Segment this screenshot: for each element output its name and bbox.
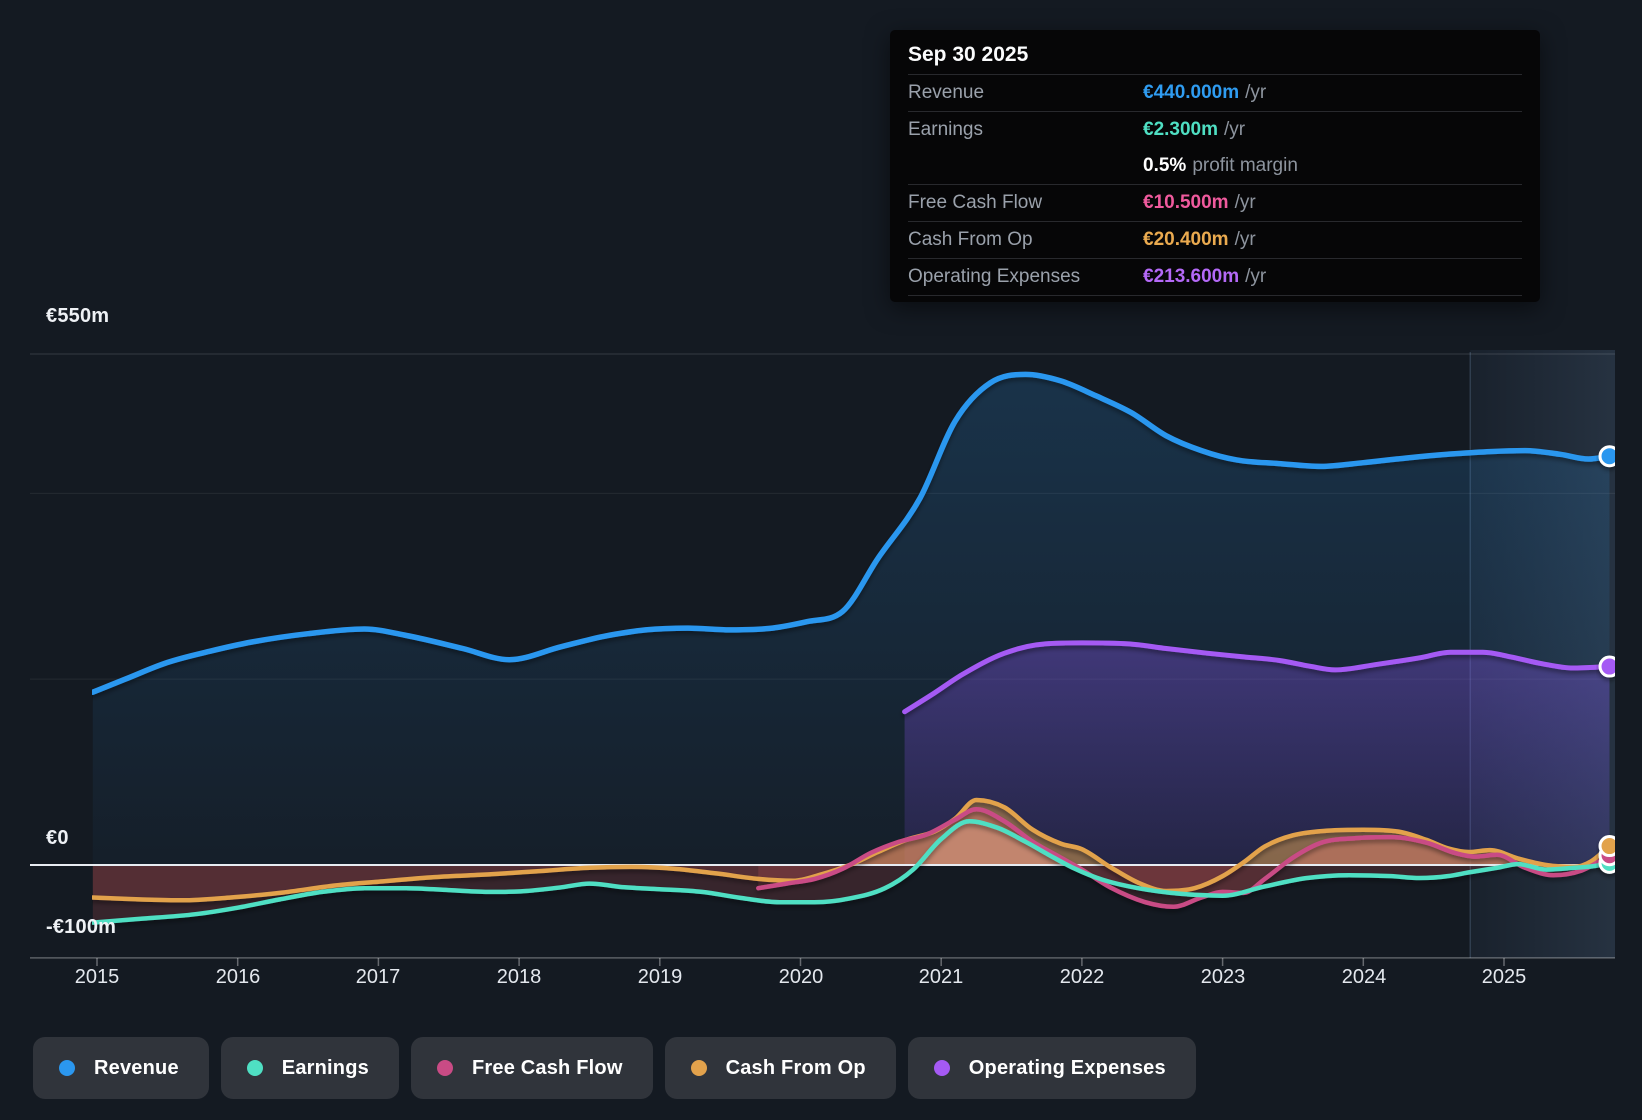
x-axis-label-2024: 2024 [1341,966,1387,988]
tooltip-value: €440.000m [1143,82,1240,103]
tooltip-suffix: /yr [1245,266,1267,287]
chart-legend: Revenue Earnings Free Cash Flow Cash Fro… [33,1037,1196,1099]
legend-label: Operating Expenses [968,1056,1166,1079]
x-axis-label-2025: 2025 [1481,966,1527,988]
tooltip-value: €213.600m [1143,266,1240,287]
tooltip-label: Operating Expenses [908,266,1081,287]
x-axis-ticks [96,958,1505,966]
tooltip-row-cash-from-op: Cash From Op €20.400m/yr [908,221,1522,258]
tooltip-label: Free Cash Flow [908,192,1043,213]
revenue-dot-icon [59,1060,75,1076]
tooltip-suffix: /yr [1234,229,1256,250]
tooltip-suffix: /yr [1224,119,1246,140]
revenue-line [92,371,1613,695]
x-axis-label-2017: 2017 [355,966,401,988]
y-axis-label-neg100m: -€100m [46,916,117,938]
y-axis-label-0: €0 [46,827,69,849]
tooltip-row-revenue: Revenue €440.000m/yr [908,74,1522,111]
tooltip-value: 0.5% [1143,155,1187,176]
revenue-endpoint-marker[interactable] [1598,445,1619,468]
tooltip-suffix: profit margin [1192,155,1298,176]
cash-from-op-dot-icon [690,1060,707,1076]
operating-expenses-line [902,640,1612,715]
legend-item-earnings[interactable]: Earnings [220,1037,399,1099]
legend-label: Earnings [281,1056,369,1079]
earnings-negative-area [92,865,1610,923]
operating-expenses-dot-icon [933,1060,950,1076]
operating-expenses-endpoint-marker[interactable] [1598,655,1619,678]
tooltip-date: Sep 30 2025 [908,43,1029,66]
tooltip-row-earnings: Earnings €2.300m/yr [908,111,1522,148]
x-axis-label-2020: 2020 [778,966,824,988]
cash-from-op-endpoint-marker[interactable] [1598,835,1619,858]
cash-from-op-positive-area [92,800,1610,865]
x-axis-label-2015: 2015 [74,966,120,988]
earnings-line [92,819,1612,925]
free-cash-flow-dot-icon [436,1060,453,1076]
tooltip-row-free-cash-flow: Free Cash Flow €10.500m/yr [908,184,1522,221]
legend-label: Free Cash Flow [471,1056,623,1079]
tooltip-suffix: /yr [1234,192,1256,213]
tooltip-value: €2.300m [1143,119,1219,140]
tooltip-suffix: /yr [1245,82,1267,103]
legend-item-operating-expenses[interactable]: Operating Expenses [907,1037,1196,1099]
tooltip-label: Earnings [908,119,983,140]
tooltip-value: €20.400m [1143,229,1229,250]
tooltip-label: Revenue [908,82,985,103]
x-axis-label-2018: 2018 [496,966,542,988]
operating-expenses-area [904,642,1610,865]
legend-label: Revenue [94,1056,179,1079]
earnings-dot-icon [246,1060,263,1076]
tooltip-row-operating-expenses: Operating Expenses €213.600m/yr [908,258,1522,296]
legend-label: Cash From Op [725,1056,866,1079]
series-area-fills [92,374,1610,923]
legend-item-free-cash-flow[interactable]: Free Cash Flow [410,1037,653,1099]
x-axis-label-2019: 2019 [637,966,683,988]
legend-item-cash-from-op[interactable]: Cash From Op [664,1037,896,1099]
x-axis-label-2016: 2016 [215,966,261,988]
x-axis-label-2022: 2022 [1059,966,1105,988]
series-lines [92,371,1613,925]
x-axis-label-2023: 2023 [1200,966,1246,988]
y-axis-label-550m: €550m [46,305,110,327]
free-cash-flow-negative-area [758,865,1610,907]
tooltip-label: Cash From Op [908,229,1033,250]
data-tooltip: Sep 30 2025 Revenue €440.000m/yr Earning… [890,30,1540,302]
tooltip-value: €10.500m [1143,192,1229,213]
tooltip-row-profit-margin: 0.5% profit margin [908,148,1522,184]
endpoint-markers [1598,445,1619,874]
x-axis-label-2021: 2021 [918,966,964,988]
legend-item-revenue[interactable]: Revenue [33,1037,209,1099]
free-cash-flow-line [756,807,1612,910]
